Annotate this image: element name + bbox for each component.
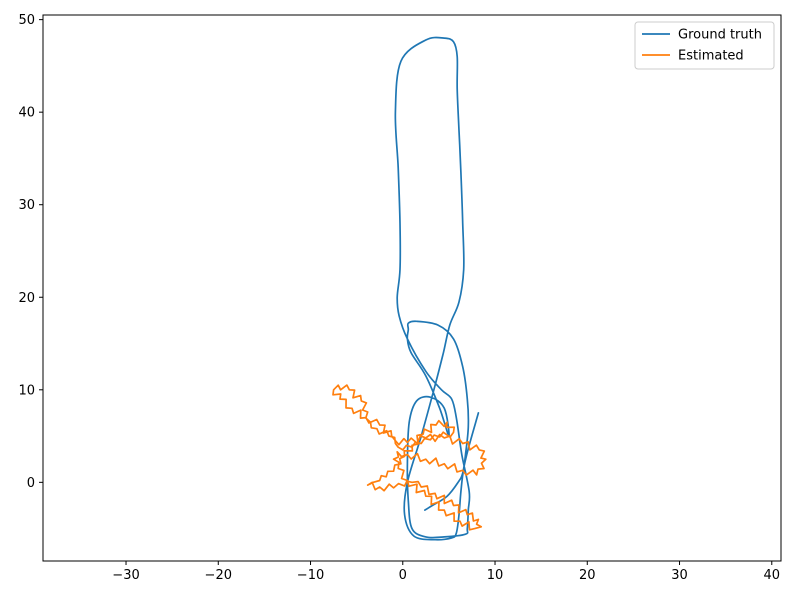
x-tick-label: 20 <box>579 568 596 583</box>
series-line-estimated <box>332 384 487 531</box>
y-tick-label: 10 <box>18 383 35 398</box>
series-layer <box>332 36 487 541</box>
legend: Ground truth Estimated <box>634 21 775 70</box>
y-tick-label: 50 <box>18 13 35 28</box>
tick-layer: −30 −20 −10 0 10 20 30 40 0 10 20 30 40 50 <box>18 13 780 583</box>
y-tick-label: 20 <box>18 291 35 306</box>
x-tick-label: 0 <box>399 568 407 583</box>
x-tick-label: −20 <box>205 568 232 583</box>
x-tick-label: 40 <box>764 568 781 583</box>
x-tick-label: 30 <box>671 568 688 583</box>
y-tick-label: 40 <box>18 106 35 121</box>
legend-label: Estimated <box>678 49 744 64</box>
y-tick-label: 0 <box>27 476 35 491</box>
x-tick-label: −30 <box>112 568 139 583</box>
legend-label: Ground truth <box>678 28 762 43</box>
y-tick-label: 30 <box>18 198 35 213</box>
series-line-ground-truth <box>394 36 480 541</box>
x-tick-label: −10 <box>297 568 324 583</box>
axes-frame <box>42 14 782 562</box>
x-tick-label: 10 <box>487 568 504 583</box>
